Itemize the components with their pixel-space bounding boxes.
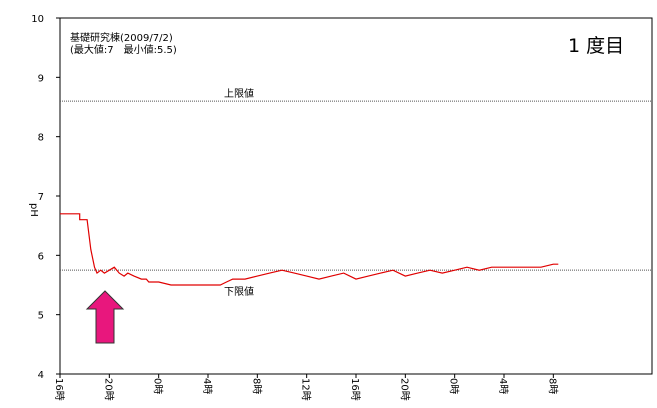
x-tick-label: 4時 (201, 378, 213, 394)
upper-limit-label: 上限値 (224, 87, 254, 100)
y-tick-label: 5 (38, 311, 44, 322)
y-tick-label: 10 (31, 14, 44, 25)
arrow-up-icon (87, 291, 123, 343)
x-tick-label: 20時 (398, 378, 410, 401)
y-tick-label: 7 (38, 192, 44, 203)
x-tick-label: 16時 (53, 378, 65, 401)
y-tick-label: 8 (38, 133, 44, 144)
x-tick-label: 20時 (102, 378, 114, 401)
y-axis-ticks: 4 5 6 7 8 9 10 (31, 14, 60, 381)
x-tick-label: 8時 (250, 378, 262, 394)
x-tick-label: 4時 (497, 378, 509, 394)
series-line (60, 214, 558, 285)
plot-area (60, 18, 652, 374)
chart-badge: 1 度目 (568, 35, 624, 57)
x-axis-ticks: 16時 20時 0時 4時 8時 12時 16時 20時 0時 4時 8時 (53, 374, 558, 401)
chart-subtitle: (最大値:7 最小値:5.5) (70, 43, 177, 56)
lower-limit-label: 下限値 (224, 285, 254, 298)
y-tick-label: 4 (38, 370, 44, 381)
y-axis-label: pH (28, 203, 39, 217)
y-tick-label: 9 (38, 73, 44, 84)
chart-title: 基礎研究棟(2009/7/2) (70, 31, 173, 44)
x-tick-label: 8時 (546, 378, 558, 394)
x-tick-label: 0時 (152, 378, 164, 394)
x-tick-label: 0時 (448, 378, 460, 394)
x-tick-label: 16時 (349, 378, 361, 401)
x-tick-label: 12時 (300, 378, 312, 401)
y-tick-label: 6 (38, 251, 44, 262)
